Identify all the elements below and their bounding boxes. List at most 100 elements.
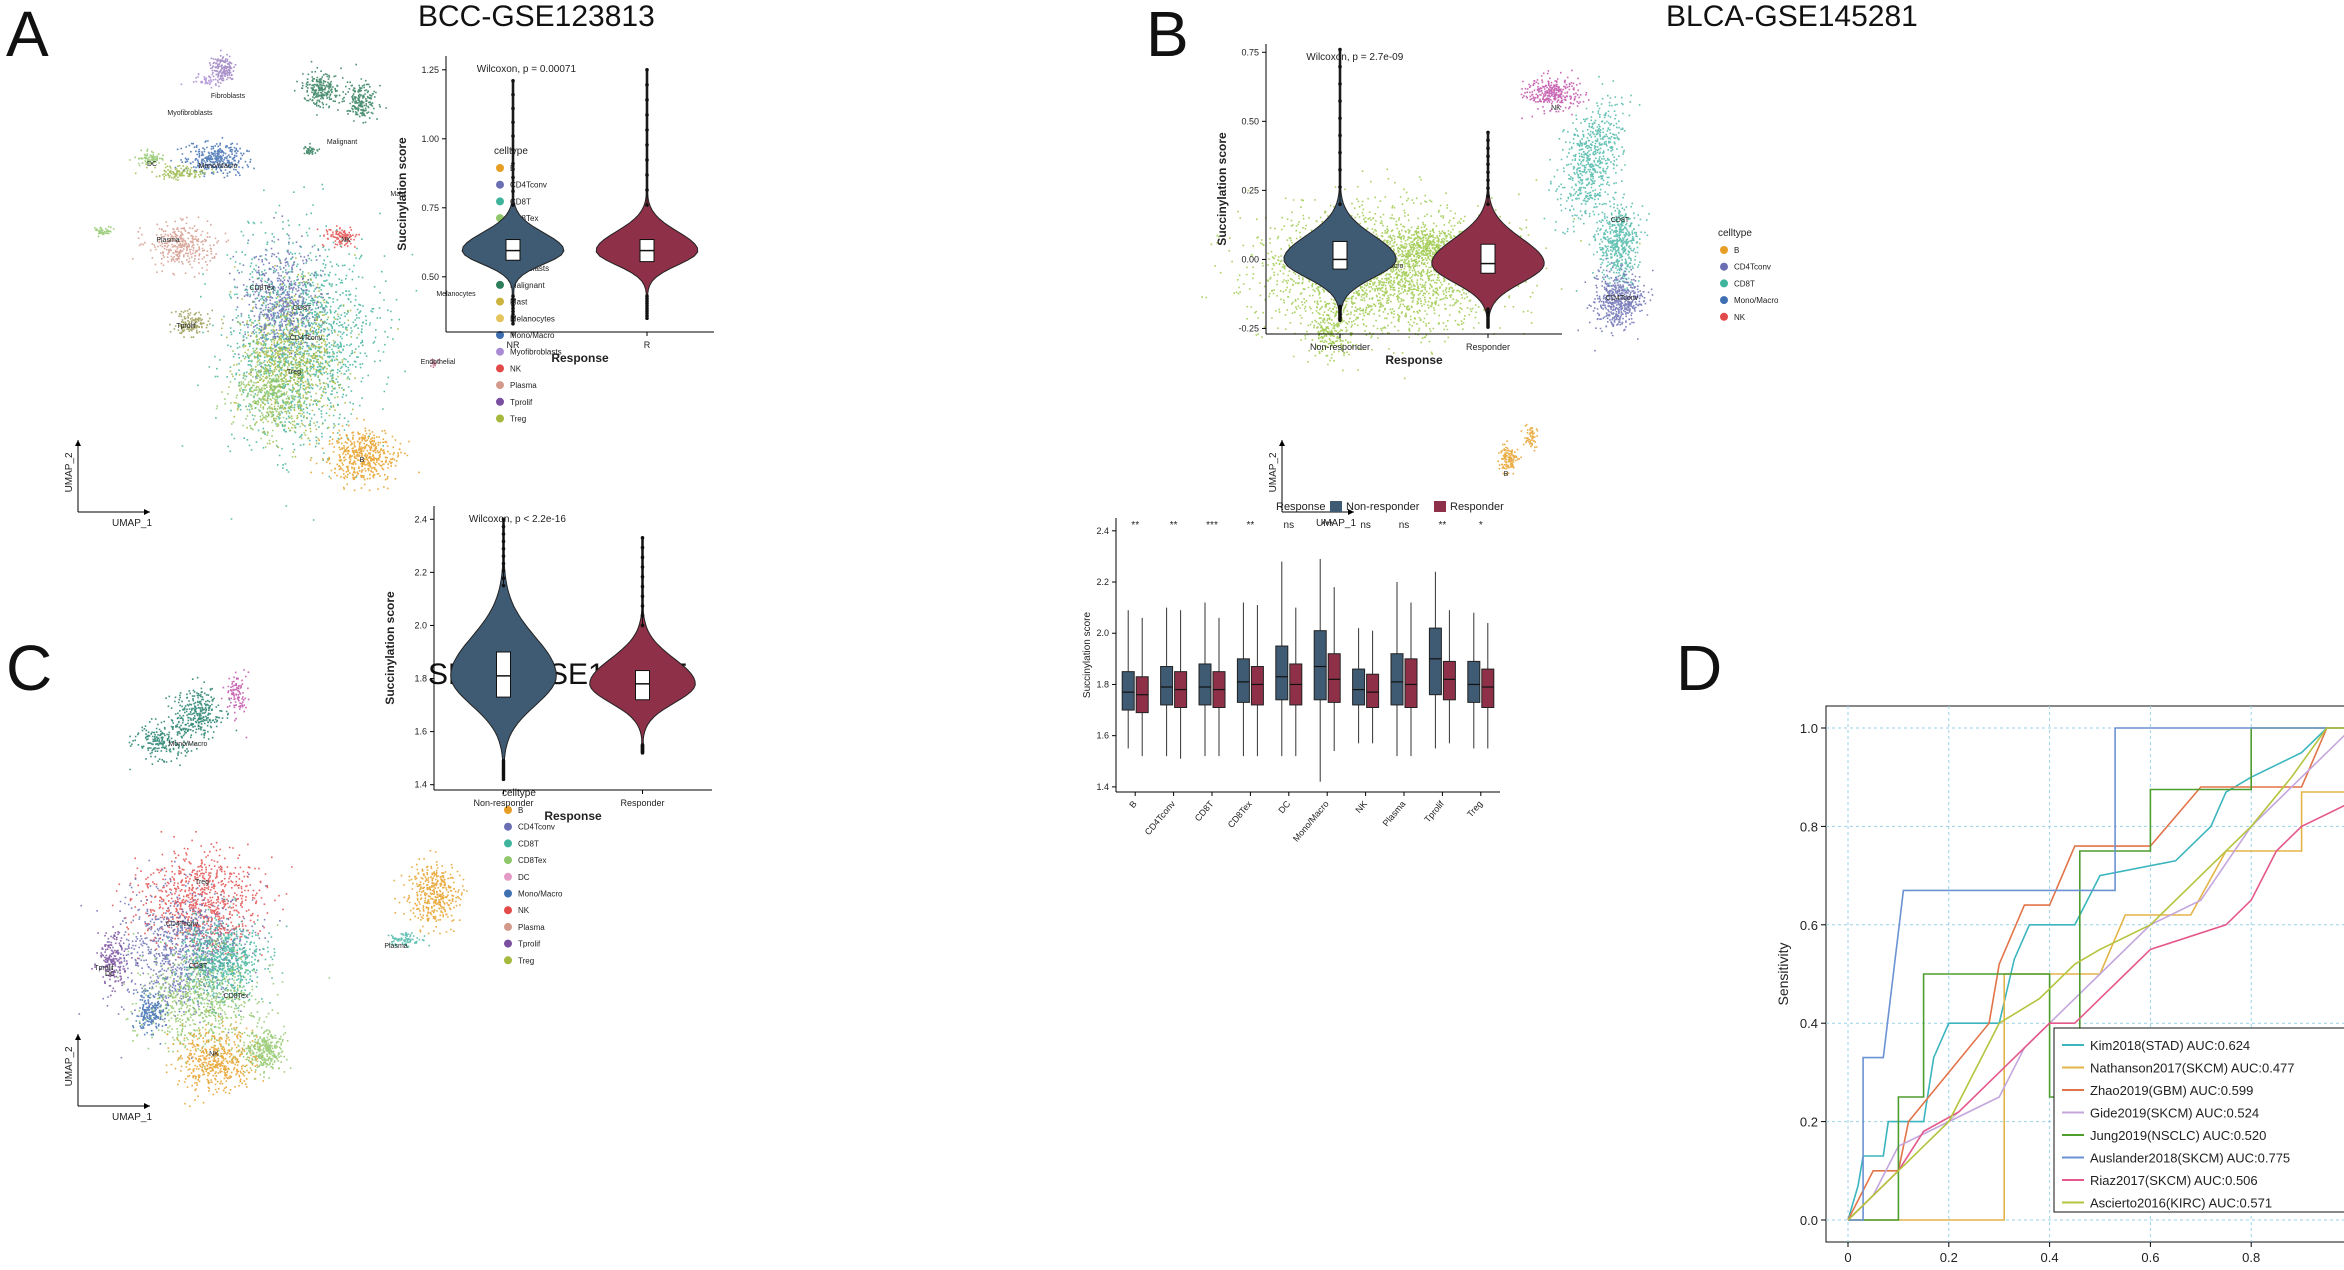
outlier (1338, 99, 1342, 103)
box-nonresponder-DC (1275, 645, 1289, 701)
outlier (640, 555, 645, 560)
legend-label-Tprolif: Tprolif (518, 940, 541, 949)
cluster-cd8t (163, 897, 288, 1028)
significance-CD8Tex: ** (1247, 520, 1255, 531)
cluster-malignant-1 (293, 60, 347, 116)
outlier (645, 83, 649, 87)
outlier (501, 554, 506, 558)
cluster-label-CD8T: CD8T (189, 963, 208, 970)
significance-Tprolif: ** (1439, 520, 1447, 531)
box-Non-responder (1332, 240, 1348, 270)
cluster-mono-tail (1300, 302, 1368, 372)
cluster-label-CD8Tex: CD8Tex (224, 993, 249, 1000)
legend-dot-Malignant (496, 280, 504, 289)
cluster-cd8t-top (1543, 75, 1641, 292)
cluster-label-Malignant: Malignant (327, 139, 357, 146)
box-nonresponder-CD8Tex (1236, 658, 1250, 703)
outlier (640, 565, 645, 569)
y-tick-label: 0.6 (1800, 918, 1818, 933)
panel-label-b: B (1146, 0, 1189, 70)
box-Responder (1480, 243, 1496, 274)
cluster-label-CD8Tex: CD8Tex (250, 285, 275, 292)
roc-line-1 (1848, 791, 2344, 1221)
outlier (511, 309, 515, 314)
outlier (1338, 318, 1342, 322)
cluster-mono-1 (163, 676, 238, 755)
cluster-ntail (234, 1016, 292, 1080)
outlier (511, 175, 515, 180)
x-tick-label-Treg: Treg (1465, 799, 1484, 819)
cluster-label-NK: NK (1551, 105, 1561, 112)
legend-label-5: Auslander2018(SKCM) AUC:0.775 (2090, 1151, 2290, 1166)
legend-label-CD4Tconv: CD4Tconv (518, 823, 555, 832)
x-tick-label-Mono/Macro: Mono/Macro (1291, 799, 1331, 844)
x-tick-label-CD8T: CD8T (1193, 798, 1216, 823)
box-responder-Plasma (1404, 658, 1418, 708)
outlier (511, 92, 515, 97)
umap-y-arrow (1279, 440, 1285, 446)
outlier (1486, 186, 1490, 191)
legend-dot-Treg (496, 414, 504, 423)
outlier (645, 173, 649, 177)
y-tick-label: 0.0 (1800, 1213, 1818, 1228)
legend-dot-NK (496, 364, 504, 373)
outlier (501, 583, 506, 588)
legend-dot-CD8T (496, 197, 504, 206)
box-responder-NK (1366, 673, 1380, 708)
umap-y-label: UMAP_2 (64, 1046, 75, 1086)
cluster-cd8t (1584, 191, 1650, 290)
outlier (640, 594, 645, 599)
legend-dot-CD8T (1720, 279, 1728, 288)
x-tick-label: Non-responder (473, 798, 533, 808)
y-tick-label: 0.75 (1241, 47, 1259, 57)
y-tick-label: 0.50 (1241, 116, 1259, 126)
outlier (645, 188, 649, 192)
umap-x-arrow (144, 509, 150, 515)
legend-dot-Mono/Macro (1720, 296, 1728, 305)
y-tick-label: 2.0 (414, 620, 427, 630)
x-tick-label-DC: DC (1276, 798, 1292, 815)
legend-title: Response (1276, 501, 1326, 513)
outlier (645, 203, 649, 207)
y-axis-title: Sensitivity (1775, 942, 1791, 1005)
outlier (511, 300, 515, 305)
outlier (511, 303, 515, 308)
significance-CD4Tconv: ** (1170, 520, 1178, 531)
outlier (511, 312, 515, 317)
legend-label-Treg: Treg (510, 415, 526, 424)
cluster-label-CD4Tconv: CD4Tconv (1606, 295, 1639, 302)
cluster-mono-3 (131, 987, 181, 1045)
cluster-mono (1201, 168, 1641, 380)
cluster-label-NK: NK (341, 237, 351, 244)
legend-label-3: Gide2019(SKCM) AUC:0.524 (2090, 1106, 2259, 1121)
x-tick-label: Non-responder (1310, 342, 1370, 352)
x-tick-label: Responder (620, 798, 664, 808)
x-axis-title: Response (551, 351, 609, 365)
x-tick-label: 0 (1844, 1250, 1851, 1265)
outlier (640, 604, 645, 608)
legend-label-CD4Tconv: CD4Tconv (510, 181, 547, 190)
cluster-label-CD8T: CD8T (1611, 217, 1630, 224)
cluster-fibroblasts (208, 49, 237, 88)
legend-dot-NK (1720, 312, 1728, 321)
outlier (1486, 154, 1490, 159)
outlier (501, 539, 506, 544)
x-tick-label-Tprolif: Tprolif (1422, 798, 1446, 824)
roc-line-6 (1847, 804, 2344, 1221)
legend-label-Myofibroblasts: Myofibroblasts (510, 348, 562, 357)
legend-dot-DC (504, 872, 512, 881)
outlier (511, 189, 515, 194)
y-tick-label: 1.00 (421, 134, 439, 144)
panel-label-c: C (6, 632, 52, 704)
y-tick-label: 1.4 (1096, 782, 1109, 792)
significance-Treg: * (1479, 520, 1483, 531)
y-axis-title: Succinylation score (383, 591, 397, 705)
outlier (511, 79, 515, 83)
legend-label-CD8T: CD8T (518, 839, 539, 848)
cluster-label-Endothelial: Endothelial (421, 359, 456, 366)
legend-label-CD8T: CD8T (1734, 279, 1755, 288)
legend-label-Plasma: Plasma (510, 381, 537, 390)
x-tick-label: R (644, 340, 651, 350)
umap-x-label: UMAP_1 (1316, 518, 1356, 529)
cluster-label-B: B (360, 457, 365, 464)
